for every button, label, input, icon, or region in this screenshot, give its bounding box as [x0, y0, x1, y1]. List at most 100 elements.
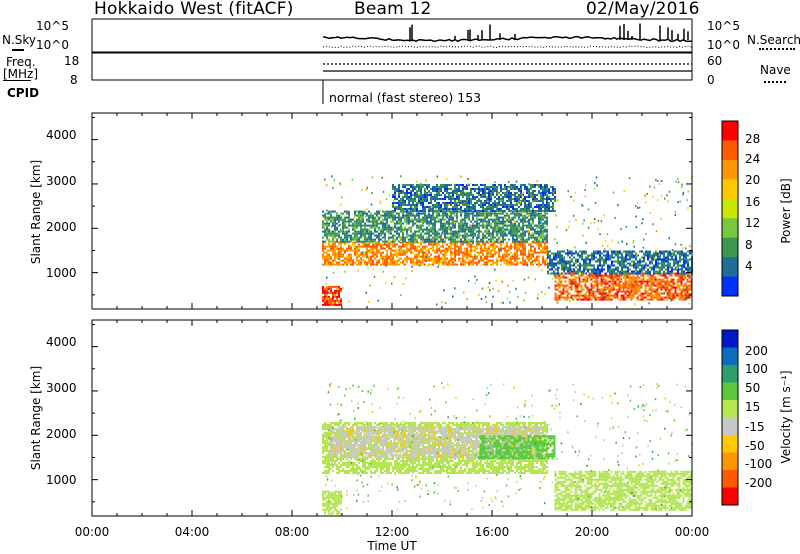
power-cell — [374, 253, 376, 256]
power-cell — [530, 184, 532, 186]
power-cell — [536, 240, 538, 243]
power-cell — [334, 245, 336, 248]
power-cell — [510, 263, 512, 266]
power-cell — [396, 216, 398, 219]
power-cell — [322, 243, 324, 246]
power-cell — [476, 224, 478, 227]
power-cell — [518, 222, 520, 225]
power-scatter-cell — [685, 247, 687, 250]
power-cell — [681, 250, 683, 253]
power-cell — [432, 218, 434, 221]
power-cell — [486, 251, 488, 254]
power-cell — [526, 230, 528, 233]
nsearch-legend-line — [759, 48, 795, 50]
power-cell — [628, 276, 631, 279]
power-cell — [356, 214, 358, 217]
power-cell — [632, 292, 635, 295]
power-cell — [328, 218, 330, 221]
power-cell — [676, 274, 679, 277]
power-cell — [412, 224, 414, 227]
power-scatter-cell — [453, 211, 456, 214]
power-cell — [637, 272, 639, 275]
power-cell — [514, 200, 516, 202]
power-cell — [534, 184, 536, 186]
power-cell — [536, 230, 538, 233]
velocity-cbar-tick-neg100: -100 — [745, 457, 773, 471]
power-cell — [434, 204, 436, 206]
power-cell — [516, 253, 518, 256]
power-scatter-cell — [581, 222, 584, 225]
power-cell — [466, 247, 468, 250]
power-cell — [546, 222, 548, 225]
power-cell — [336, 303, 338, 306]
power-cell — [460, 206, 462, 208]
power-cell — [512, 236, 514, 239]
power-scatter-cell — [684, 295, 686, 298]
power-cell — [426, 238, 428, 241]
power-cell — [458, 247, 460, 250]
power-cell — [482, 192, 484, 194]
power-cell — [524, 218, 526, 221]
power-cell — [384, 232, 386, 235]
power-cell — [454, 206, 456, 208]
power-cell — [673, 258, 675, 261]
power-cell — [580, 294, 583, 297]
power-cell — [466, 253, 468, 256]
power-cell — [677, 270, 679, 273]
power-scatter-cell — [447, 210, 449, 213]
power-cell — [458, 190, 460, 192]
power-cell — [596, 276, 599, 279]
power-cell — [350, 247, 352, 250]
power-cell — [382, 263, 384, 266]
power-cell — [599, 252, 601, 255]
power-cell — [430, 202, 432, 204]
power-cell — [374, 230, 376, 233]
power-cell — [466, 186, 468, 188]
velocity-cbar-tick-200: 200 — [745, 344, 768, 358]
power-cell — [563, 258, 565, 261]
power-cell — [590, 286, 593, 289]
power-cell — [633, 270, 635, 273]
power-cell — [326, 285, 328, 288]
power-cell — [585, 262, 587, 265]
power-cell — [414, 234, 416, 237]
power-cell — [653, 264, 655, 267]
power-cell — [392, 218, 394, 221]
power-cell — [472, 184, 474, 186]
power-cell — [681, 270, 683, 273]
power-cell — [330, 299, 332, 302]
power-cell — [573, 252, 575, 255]
power-cell — [370, 232, 372, 235]
power-scatter-cell — [377, 249, 379, 252]
power-scatter-cell — [681, 185, 683, 188]
power-cell — [336, 263, 338, 266]
power-cell — [516, 232, 518, 235]
power-cell — [530, 196, 532, 198]
power-cell — [502, 236, 504, 239]
power-cell — [577, 252, 579, 255]
power-cell — [596, 282, 599, 285]
power-cell — [478, 204, 480, 206]
power-cell — [633, 256, 635, 259]
power-cell — [651, 258, 653, 261]
power-cell — [546, 228, 548, 231]
power-cell — [420, 198, 422, 200]
power-cell — [540, 216, 542, 219]
power-scatter-cell — [634, 303, 636, 306]
power-cell — [516, 249, 518, 252]
power-cell — [428, 206, 430, 208]
power-cell — [552, 192, 554, 194]
power-cell — [438, 249, 440, 252]
power-cell — [506, 253, 508, 256]
power-cell — [656, 282, 659, 285]
power-cell — [641, 266, 643, 269]
power-cell — [559, 262, 561, 265]
power-cell — [464, 238, 466, 241]
power-cell — [512, 216, 514, 219]
power-cell — [360, 245, 362, 248]
power-cell — [480, 196, 482, 198]
power-cell — [332, 245, 334, 248]
power-cell — [406, 245, 408, 248]
power-cell — [572, 272, 575, 275]
power-cell — [406, 236, 408, 239]
